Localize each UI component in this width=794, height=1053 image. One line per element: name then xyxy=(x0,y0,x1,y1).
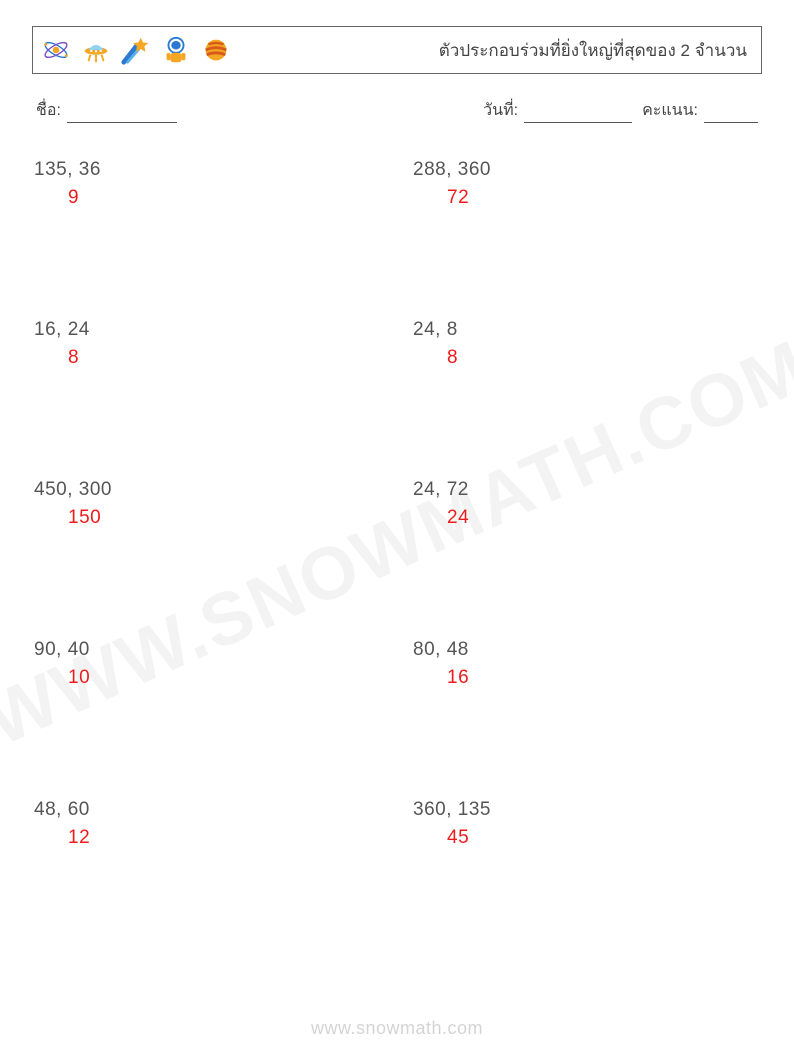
problem-cell: 48, 60 12 xyxy=(34,799,397,849)
answer-text: 150 xyxy=(34,507,397,529)
answer-text: 45 xyxy=(413,827,760,849)
question-text: 80, 48 xyxy=(413,639,760,661)
problem-cell: 288, 360 72 xyxy=(397,159,760,209)
score-blank[interactable] xyxy=(704,106,758,123)
problem-cell: 360, 135 45 xyxy=(397,799,760,849)
question-text: 90, 40 xyxy=(34,639,397,661)
footer-text: www.snowmath.com xyxy=(0,1018,794,1039)
problem-cell: 16, 24 8 xyxy=(34,319,397,369)
answer-text: 16 xyxy=(413,667,760,689)
question-text: 24, 72 xyxy=(413,479,760,501)
worksheet-page: ตัวประกอบร่วมที่ยิ่งใหญ่ที่สุดของ 2 จำนว… xyxy=(0,0,794,1053)
date-label: วันที่: xyxy=(483,98,518,123)
meta-name: ชื่อ: xyxy=(36,98,177,123)
question-text: 48, 60 xyxy=(34,799,397,821)
header-box: ตัวประกอบร่วมที่ยิ่งใหญ่ที่สุดของ 2 จำนว… xyxy=(32,26,762,74)
name-label: ชื่อ: xyxy=(36,98,61,123)
name-blank[interactable] xyxy=(67,106,177,123)
date-blank[interactable] xyxy=(524,106,632,123)
question-text: 450, 300 xyxy=(34,479,397,501)
answer-text: 8 xyxy=(34,347,397,369)
worksheet-title: ตัวประกอบร่วมที่ยิ่งใหญ่ที่สุดของ 2 จำนว… xyxy=(439,37,747,64)
ufo-icon xyxy=(79,33,113,67)
question-text: 24, 8 xyxy=(413,319,760,341)
problem-cell: 135, 36 9 xyxy=(34,159,397,209)
score-label: คะแนน: xyxy=(642,98,698,123)
atom-icon xyxy=(39,33,73,67)
meta-date-score: วันที่: คะแนน: xyxy=(483,98,758,123)
answer-text: 24 xyxy=(413,507,760,529)
problem-cell: 24, 72 24 xyxy=(397,479,760,529)
problem-cell: 90, 40 10 xyxy=(34,639,397,689)
answer-text: 9 xyxy=(34,187,397,209)
answer-text: 8 xyxy=(413,347,760,369)
question-text: 135, 36 xyxy=(34,159,397,181)
question-text: 16, 24 xyxy=(34,319,397,341)
answer-text: 10 xyxy=(34,667,397,689)
astronaut-icon xyxy=(159,33,193,67)
question-text: 288, 360 xyxy=(413,159,760,181)
problem-cell: 450, 300 150 xyxy=(34,479,397,529)
problems-grid: 135, 36 9 288, 360 72 16, 24 8 24, 8 8 4… xyxy=(32,159,762,849)
header-icons-row xyxy=(39,33,233,67)
planet-icon xyxy=(199,33,233,67)
answer-text: 12 xyxy=(34,827,397,849)
shooting-star-icon xyxy=(119,33,153,67)
problem-cell: 80, 48 16 xyxy=(397,639,760,689)
problem-cell: 24, 8 8 xyxy=(397,319,760,369)
meta-row: ชื่อ: วันที่: คะแนน: xyxy=(32,98,762,123)
answer-text: 72 xyxy=(413,187,760,209)
question-text: 360, 135 xyxy=(413,799,760,821)
